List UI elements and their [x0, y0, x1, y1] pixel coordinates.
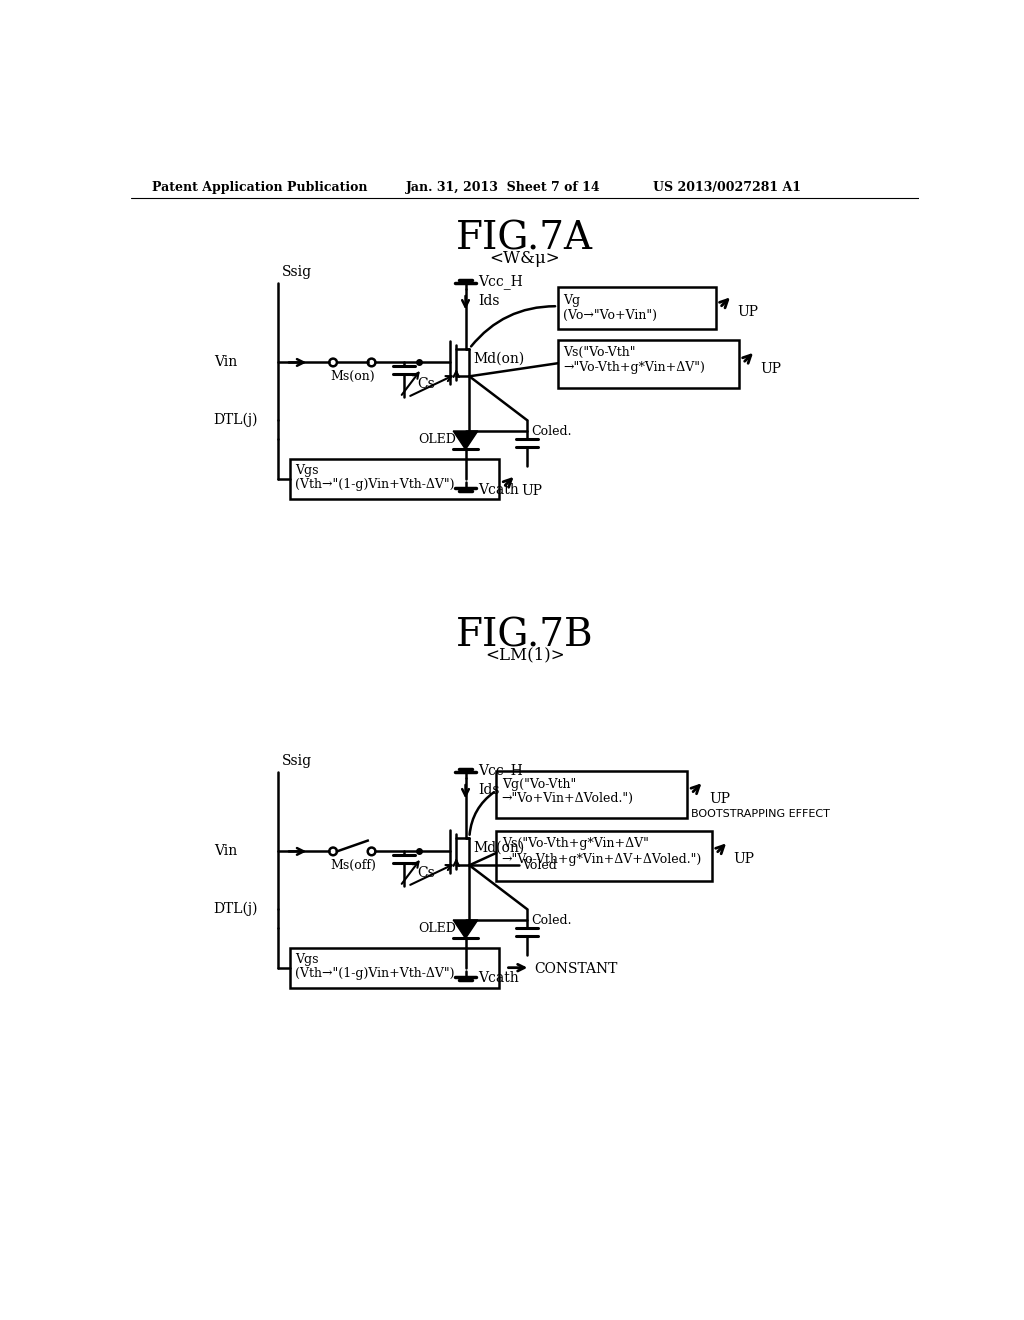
Polygon shape — [454, 430, 478, 449]
Text: Cs: Cs — [417, 378, 435, 391]
Bar — [558, 341, 739, 388]
Text: OLED: OLED — [418, 433, 456, 446]
Text: Vgs: Vgs — [295, 463, 318, 477]
Text: (Vth→"(1-g)Vin+Vth-ΔV"): (Vth→"(1-g)Vin+Vth-ΔV") — [295, 968, 455, 981]
Text: Coled.: Coled. — [531, 425, 571, 438]
Text: Coled.: Coled. — [531, 915, 571, 927]
Text: Vin: Vin — [214, 355, 237, 370]
Text: CONSTANT: CONSTANT — [535, 962, 617, 977]
Text: FIG.7A: FIG.7A — [457, 220, 593, 257]
Text: (Vo→"Vo+Vin"): (Vo→"Vo+Vin") — [563, 309, 657, 322]
Text: Vgs: Vgs — [295, 953, 318, 966]
Text: Ssig: Ssig — [283, 265, 312, 280]
Text: Vcc_H: Vcc_H — [478, 763, 523, 777]
Text: Ids: Ids — [478, 783, 500, 797]
Text: Vs("Vo-Vth+g*Vin+ΔV": Vs("Vo-Vth+g*Vin+ΔV" — [502, 837, 648, 850]
Text: DTL(j): DTL(j) — [214, 902, 258, 916]
Text: OLED: OLED — [418, 921, 456, 935]
Text: Vcath: Vcath — [478, 972, 519, 986]
Text: Vs("Vo-Vth": Vs("Vo-Vth" — [563, 346, 636, 359]
Text: Ids: Ids — [478, 294, 500, 308]
Text: Jan. 31, 2013  Sheet 7 of 14: Jan. 31, 2013 Sheet 7 of 14 — [407, 181, 601, 194]
Text: UP: UP — [521, 484, 542, 498]
Bar — [290, 459, 500, 499]
Text: DTL(j): DTL(j) — [214, 413, 258, 428]
Text: Vcath: Vcath — [478, 483, 519, 496]
Text: Vin: Vin — [214, 845, 237, 858]
Text: <LM(1)>: <LM(1)> — [485, 647, 564, 664]
Text: BOOTSTRAPPING EFFECT: BOOTSTRAPPING EFFECT — [691, 809, 830, 818]
Text: →"Vo-Vth+g*Vin+ΔV"): →"Vo-Vth+g*Vin+ΔV") — [563, 362, 706, 375]
Text: Vg: Vg — [563, 293, 581, 306]
Text: Md(on): Md(on) — [473, 351, 524, 366]
Text: <W&μ>: <W&μ> — [489, 249, 560, 267]
Text: UP: UP — [733, 853, 755, 866]
Text: →"Vo-Vth+g*Vin+ΔV+ΔVoled."): →"Vo-Vth+g*Vin+ΔV+ΔVoled.") — [502, 853, 701, 866]
Bar — [497, 830, 712, 880]
Text: Md(on): Md(on) — [473, 841, 524, 854]
Text: Vcc_H: Vcc_H — [478, 275, 523, 289]
Text: Ms(on): Ms(on) — [331, 370, 376, 383]
Text: US 2013/0027281 A1: US 2013/0027281 A1 — [652, 181, 801, 194]
Text: (Vth→"(1-g)Vin+Vth-ΔV"): (Vth→"(1-g)Vin+Vth-ΔV") — [295, 478, 455, 491]
Text: Cs: Cs — [417, 866, 435, 880]
Bar — [558, 286, 716, 330]
Text: Ms(off): Ms(off) — [331, 859, 377, 871]
Polygon shape — [454, 920, 478, 939]
Text: Patent Application Publication: Patent Application Publication — [153, 181, 368, 194]
Text: UP: UP — [737, 305, 759, 319]
Text: UP: UP — [761, 362, 781, 376]
Text: Ssig: Ssig — [283, 754, 312, 768]
Text: UP: UP — [709, 792, 730, 807]
Bar — [290, 948, 500, 987]
Text: →"Vo+Vin+ΔVoled."): →"Vo+Vin+ΔVoled.") — [502, 792, 634, 805]
Text: Vg("Vo-Vth": Vg("Vo-Vth" — [502, 777, 575, 791]
Text: FIG.7B: FIG.7B — [456, 618, 594, 655]
Bar — [497, 771, 687, 818]
Text: Voled: Voled — [521, 859, 557, 871]
